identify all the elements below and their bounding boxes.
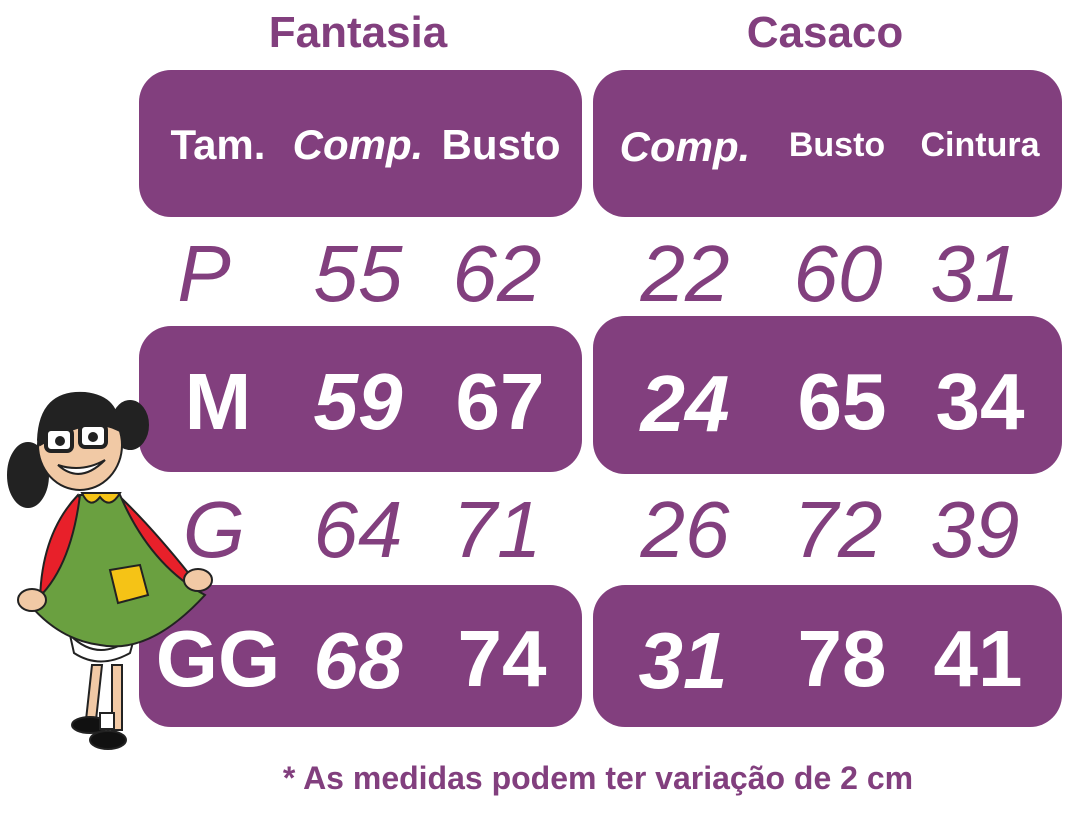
cell-value: 31 bbox=[638, 616, 728, 705]
size-g: G bbox=[182, 485, 246, 574]
casaco-row-gg-band bbox=[593, 585, 1062, 727]
header-cintura: Cintura bbox=[920, 126, 1040, 164]
cell-value: 74 bbox=[457, 614, 547, 703]
cell-value: 65 bbox=[797, 357, 887, 446]
fantasia-header-panel bbox=[139, 70, 582, 217]
cell-value: 22 bbox=[640, 229, 730, 318]
size-p: P bbox=[177, 229, 231, 318]
fantasia-row-gg-band bbox=[139, 585, 582, 727]
casaco-title: Casaco bbox=[746, 8, 904, 57]
cell-value: 24 bbox=[640, 359, 730, 448]
casaco-row-m-band bbox=[593, 316, 1062, 474]
header-tam: Tam. bbox=[170, 121, 266, 168]
header-comp: Comp. bbox=[292, 121, 424, 168]
size-m: M bbox=[184, 357, 252, 446]
cell-value: 41 bbox=[933, 614, 1023, 703]
header-comp: Comp. bbox=[619, 123, 751, 170]
size-gg: GG bbox=[155, 614, 281, 703]
cell-value: 55 bbox=[313, 229, 403, 318]
header-busto: Busto bbox=[788, 126, 886, 164]
cell-value: 59 bbox=[313, 357, 403, 446]
cell-value: 26 bbox=[640, 485, 730, 574]
cell-value: 71 bbox=[452, 485, 542, 574]
cell-value: 39 bbox=[930, 485, 1020, 574]
fantasia-title: Fantasia bbox=[268, 8, 448, 57]
cell-value: 62 bbox=[452, 229, 542, 318]
cell-value: 72 bbox=[793, 485, 883, 574]
cartoon-girl-illustration bbox=[7, 391, 213, 750]
fantasia-row-m-band bbox=[139, 326, 582, 472]
header-busto: Busto bbox=[441, 121, 561, 168]
cell-value: 60 bbox=[793, 229, 883, 318]
cell-value: 64 bbox=[313, 485, 403, 574]
casaco-header-panel bbox=[593, 70, 1062, 217]
cell-value: 31 bbox=[930, 229, 1020, 318]
cell-value: 78 bbox=[797, 614, 887, 703]
footnote: * As medidas podem ter variação de 2 cm bbox=[282, 760, 914, 796]
cell-value: 68 bbox=[313, 616, 403, 705]
cell-value: 67 bbox=[455, 357, 545, 446]
cell-value: 34 bbox=[935, 357, 1025, 446]
